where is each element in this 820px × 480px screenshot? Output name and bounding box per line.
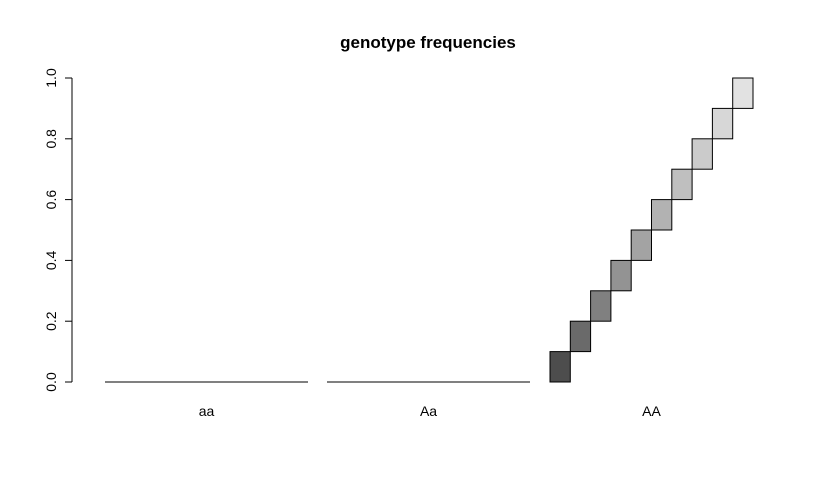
bar-AA-segment-2 — [569, 320, 592, 353]
bars — [105, 77, 754, 383]
x-category-label: Aa — [420, 403, 437, 419]
x-category-label: AA — [642, 403, 661, 419]
chart-title: genotype frequencies — [340, 33, 516, 52]
y-tick-label: 0.4 — [43, 250, 59, 270]
bar-AA-segment-9 — [711, 107, 734, 140]
bar-AA-segment-10 — [732, 77, 754, 109]
bar-AA-segment-6 — [651, 199, 673, 231]
bar-AA-segment-8 — [691, 138, 713, 170]
x-category-label: aa — [199, 403, 215, 419]
y-tick-label: 0.6 — [43, 190, 59, 210]
bar-AA-segment-4 — [610, 259, 632, 292]
y-tick-label: 0.2 — [43, 311, 59, 331]
y-tick-label: 0.8 — [43, 129, 59, 149]
bar-AA-segment-3 — [590, 290, 612, 322]
bar-AA-segment-1 — [549, 351, 571, 383]
bar-AA-segment-5 — [630, 229, 653, 261]
x-axis-labels: aa Aa AA — [199, 403, 662, 419]
y-tick-label: 0.0 — [43, 372, 59, 392]
y-axis: 0.0 0.2 0.4 0.6 0.8 1.0 — [43, 68, 73, 392]
y-tick-label: 1.0 — [43, 68, 59, 88]
bar-AA-segment-7 — [671, 168, 693, 201]
